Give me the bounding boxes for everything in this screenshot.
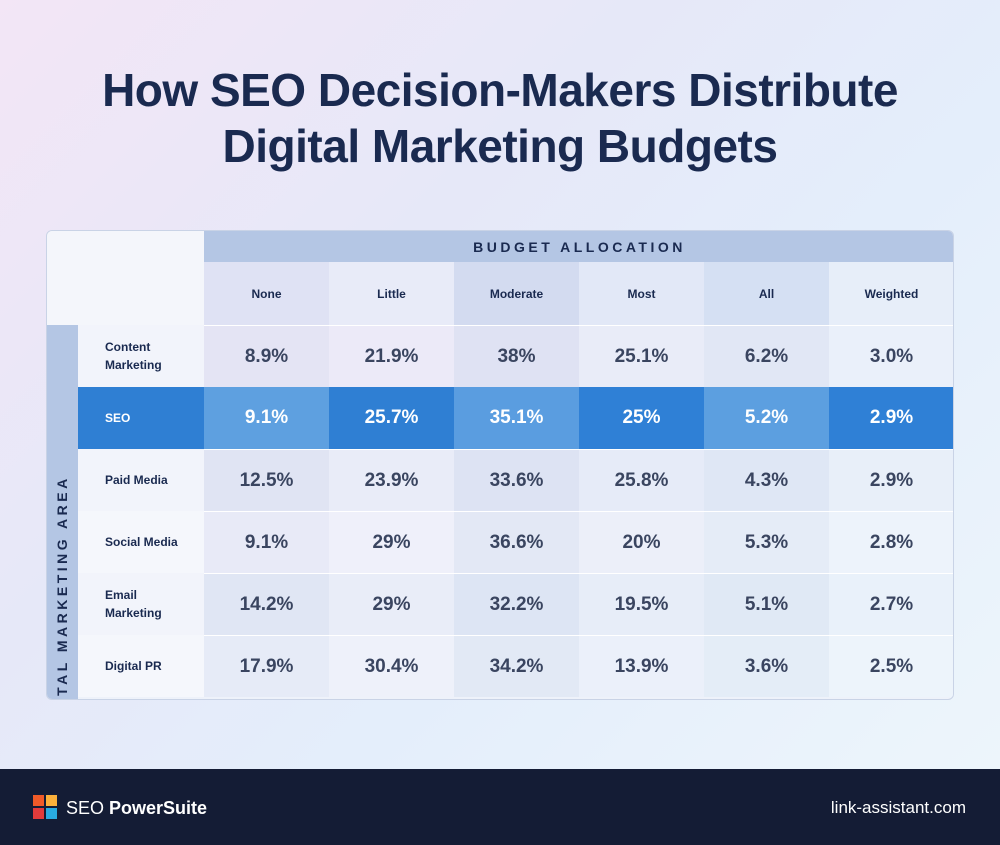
data-cell: 36.6% [454, 511, 579, 573]
data-cell: 25.1% [579, 325, 704, 387]
brand-bold: PowerSuite [109, 798, 208, 818]
site-link[interactable]: link-assistant.com [830, 798, 966, 817]
column-group-header: BUDGET ALLOCATION [204, 231, 953, 262]
data-cell: 2.5% [829, 635, 953, 697]
data-cell: 5.1% [704, 573, 829, 635]
column-header-moderate: Moderate [454, 262, 579, 325]
data-cell: 34.2% [454, 635, 579, 697]
row-label-digital-pr: Digital PR [78, 635, 204, 697]
data-cell: 8.9% [204, 325, 329, 387]
data-cell: 30.4% [329, 635, 454, 697]
data-cell: 9.1% [204, 511, 329, 573]
data-cell: 25% [579, 387, 704, 449]
row-label-content-marketing: Content Marketing [78, 325, 204, 387]
row-label-social-media: Social Media [78, 511, 204, 573]
data-cell: 2.9% [829, 387, 953, 449]
row-label-email-marketing: Email Marketing [78, 573, 204, 635]
row-group-strip: DIGITAL MARKETING AREA [47, 325, 78, 700]
data-cell: 3.6% [704, 635, 829, 697]
data-cell: 4.3% [704, 449, 829, 511]
footer-bar: SEO PowerSuite link-assistant.com [0, 769, 1000, 845]
column-header-weighted: Weighted [829, 262, 953, 325]
data-cell: 20% [579, 511, 704, 573]
data-cell: 29% [329, 573, 454, 635]
column-header-all: All [704, 262, 829, 325]
title-line-2: Digital Marketing Budgets [222, 120, 778, 172]
data-cell: 2.8% [829, 511, 953, 573]
brand-name: SEO PowerSuite [66, 797, 207, 819]
data-cell: 33.6% [454, 449, 579, 511]
data-cell: 5.2% [704, 387, 829, 449]
data-cell: 23.9% [329, 449, 454, 511]
data-cell: 21.9% [329, 325, 454, 387]
data-cell: 38% [454, 325, 579, 387]
data-cell: 6.2% [704, 325, 829, 387]
chart-title: How SEO Decision-Makers Distribute Digit… [0, 62, 1000, 174]
row-label-paid-media: Paid Media [78, 449, 204, 511]
table-corner [47, 231, 204, 325]
column-header-none: None [204, 262, 329, 325]
column-header-most: Most [579, 262, 704, 325]
data-cell: 12.5% [204, 449, 329, 511]
data-cell: 2.9% [829, 449, 953, 511]
data-cell: 17.9% [204, 635, 329, 697]
data-cell: 25.8% [579, 449, 704, 511]
data-cell: 2.7% [829, 573, 953, 635]
row-group-header: DIGITAL MARKETING AREA [54, 475, 70, 700]
data-cell: 3.0% [829, 325, 953, 387]
column-header-little: Little [329, 262, 454, 325]
data-cell: 35.1% [454, 387, 579, 449]
seo-powersuite-logo-icon [33, 795, 57, 819]
data-cell: 29% [329, 511, 454, 573]
brand-prefix: SEO [66, 798, 110, 818]
title-line-1: How SEO Decision-Makers Distribute [102, 64, 898, 116]
data-cell: 5.3% [704, 511, 829, 573]
data-cell: 13.9% [579, 635, 704, 697]
data-cell: 32.2% [454, 573, 579, 635]
data-cell: 25.7% [329, 387, 454, 449]
row-label-seo: SEO [78, 387, 204, 449]
data-cell: 19.5% [579, 573, 704, 635]
budget-table: BUDGET ALLOCATION DIGITAL MARKETING AREA… [46, 230, 954, 700]
data-cell: 14.2% [204, 573, 329, 635]
data-cell: 9.1% [204, 387, 329, 449]
